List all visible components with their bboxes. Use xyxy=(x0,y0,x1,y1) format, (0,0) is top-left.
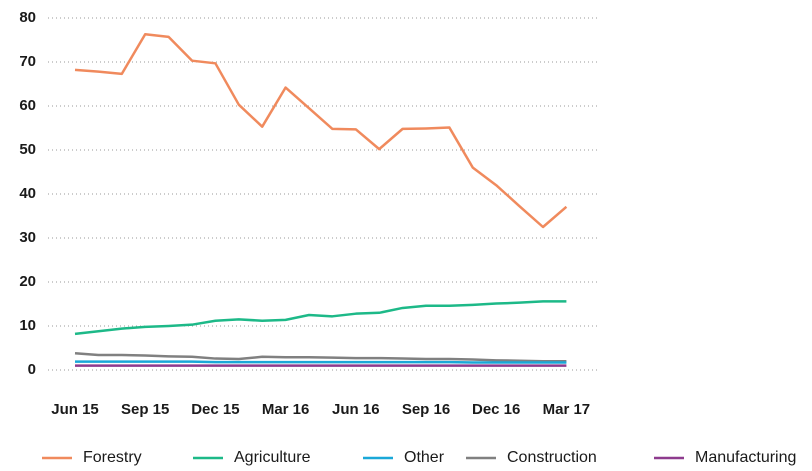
x-tick-label: Mar 17 xyxy=(543,401,591,418)
legend-label: Construction xyxy=(507,449,597,466)
series-line xyxy=(74,352,567,363)
x-tick-label: Jun 15 xyxy=(51,401,99,418)
y-tick-label: 30 xyxy=(19,229,36,246)
series-line xyxy=(74,33,568,229)
x-tick-label: Jun 16 xyxy=(332,401,380,418)
y-tick-label: 0 xyxy=(28,361,36,378)
x-tick-label: Sep 16 xyxy=(402,401,450,418)
y-tick-label: 20 xyxy=(19,273,36,290)
legend-label: Agriculture xyxy=(234,449,311,466)
x-tick-label: Dec 15 xyxy=(191,401,239,418)
series-line xyxy=(75,360,567,364)
y-tick-label: 80 xyxy=(19,9,36,26)
y-tick-label: 70 xyxy=(19,53,36,70)
y-tick-label: 10 xyxy=(19,317,36,334)
legend-label: Manufacturing xyxy=(695,449,796,466)
y-tick-label: 40 xyxy=(19,185,36,202)
y-tick-label: 60 xyxy=(19,97,36,114)
series-line xyxy=(74,300,567,336)
legend-label: Forestry xyxy=(83,449,142,466)
y-tick-label: 50 xyxy=(19,141,36,158)
x-tick-label: Mar 16 xyxy=(262,401,310,418)
legend-label: Other xyxy=(404,449,445,466)
x-tick-label: Dec 16 xyxy=(472,401,520,418)
x-tick-label: Sep 15 xyxy=(121,401,169,418)
